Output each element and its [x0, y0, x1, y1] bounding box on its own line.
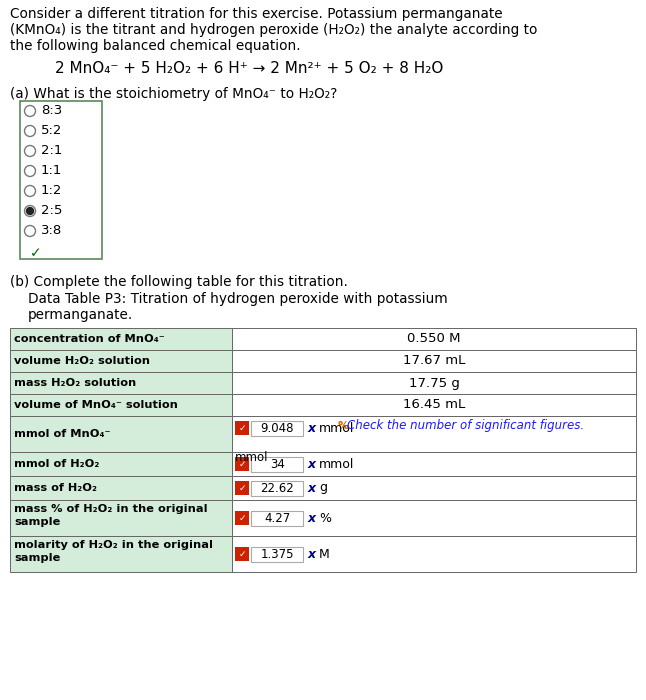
Text: 22.62: 22.62: [260, 482, 294, 494]
Text: Data Table P3: Titration of hydrogen peroxide with potassium: Data Table P3: Titration of hydrogen per…: [28, 292, 448, 306]
Text: 17.75 g: 17.75 g: [409, 377, 459, 389]
FancyBboxPatch shape: [251, 421, 303, 435]
Text: mmol of H₂O₂: mmol of H₂O₂: [14, 459, 99, 469]
Text: ✓: ✓: [238, 424, 246, 433]
Text: g: g: [319, 482, 328, 494]
Text: 9.048: 9.048: [260, 421, 294, 435]
Bar: [10, 476, 232, 500]
Text: 5:2: 5:2: [41, 125, 63, 137]
Text: sample: sample: [14, 553, 60, 563]
Bar: [10, 452, 232, 476]
Bar: [10, 536, 232, 572]
Text: 3:8: 3:8: [41, 225, 62, 237]
Text: ✓: ✓: [238, 550, 246, 559]
Circle shape: [25, 165, 36, 176]
Bar: [232, 476, 636, 500]
Text: %: %: [319, 512, 331, 524]
Text: 2:5: 2:5: [41, 204, 63, 218]
Text: sample: sample: [14, 517, 60, 527]
Text: 34: 34: [270, 458, 285, 470]
Circle shape: [25, 146, 36, 157]
Bar: [232, 536, 636, 572]
Bar: [235, 547, 249, 561]
Text: permanganate.: permanganate.: [28, 308, 133, 322]
Text: 1.375: 1.375: [260, 547, 294, 561]
Text: mass of H₂O₂: mass of H₂O₂: [14, 483, 97, 493]
Text: 8:3: 8:3: [41, 104, 62, 118]
Bar: [232, 350, 636, 372]
Text: mmol: mmol: [319, 458, 355, 470]
Bar: [10, 328, 232, 350]
Text: the following balanced chemical equation.: the following balanced chemical equation…: [10, 39, 300, 53]
Text: 16.45 mL: 16.45 mL: [403, 398, 465, 412]
Circle shape: [25, 125, 36, 136]
Text: x: x: [307, 547, 315, 561]
Bar: [232, 500, 636, 536]
Text: 0.550 M: 0.550 M: [408, 332, 461, 346]
Text: ✓: ✓: [30, 246, 41, 260]
Text: (a) What is the stoichiometry of MnO₄⁻ to H₂O₂?: (a) What is the stoichiometry of MnO₄⁻ t…: [10, 87, 337, 101]
Text: mass % of H₂O₂ in the original: mass % of H₂O₂ in the original: [14, 504, 207, 514]
Text: ✓: ✓: [238, 484, 246, 493]
Circle shape: [25, 186, 36, 197]
Bar: [232, 328, 636, 350]
Text: 2 MnO₄⁻ + 5 H₂O₂ + 6 H⁺ → 2 Mn²⁺ + 5 O₂ + 8 H₂O: 2 MnO₄⁻ + 5 H₂O₂ + 6 H⁺ → 2 Mn²⁺ + 5 O₂ …: [55, 61, 443, 76]
Text: Consider a different titration for this exercise. Potassium permanganate: Consider a different titration for this …: [10, 7, 503, 21]
Circle shape: [25, 106, 36, 116]
FancyBboxPatch shape: [251, 510, 303, 526]
Text: ✓: ✓: [238, 459, 246, 468]
Bar: [232, 452, 636, 476]
Text: mmol of MnO₄⁻: mmol of MnO₄⁻: [14, 429, 110, 439]
Circle shape: [25, 225, 36, 237]
Text: x: x: [307, 458, 315, 470]
Bar: [10, 416, 232, 452]
Text: M: M: [319, 547, 330, 561]
Text: mass H₂O₂ solution: mass H₂O₂ solution: [14, 378, 136, 388]
Bar: [20, 101, 102, 259]
Bar: [232, 372, 636, 394]
Text: %: %: [337, 421, 348, 431]
Text: volume H₂O₂ solution: volume H₂O₂ solution: [14, 356, 150, 366]
Text: Check the number of significant figures.: Check the number of significant figures.: [348, 419, 585, 433]
Text: mmol: mmol: [235, 451, 269, 464]
Bar: [10, 500, 232, 536]
Circle shape: [26, 207, 34, 214]
Bar: [235, 457, 249, 471]
Circle shape: [25, 206, 36, 216]
Text: x: x: [307, 421, 315, 435]
Bar: [10, 394, 232, 416]
Text: x: x: [307, 482, 315, 494]
Text: ✓: ✓: [238, 514, 246, 522]
Bar: [10, 372, 232, 394]
FancyBboxPatch shape: [251, 547, 303, 561]
Text: 4.27: 4.27: [264, 512, 290, 524]
Text: (KMnO₄) is the titrant and hydrogen peroxide (H₂O₂) the analyte according to: (KMnO₄) is the titrant and hydrogen pero…: [10, 23, 537, 37]
Bar: [235, 421, 249, 435]
Bar: [232, 394, 636, 416]
Bar: [232, 416, 636, 452]
Text: mmol: mmol: [319, 421, 355, 435]
Text: 2:1: 2:1: [41, 144, 63, 158]
Text: 1:1: 1:1: [41, 164, 63, 178]
Bar: [10, 350, 232, 372]
Text: (b) Complete the following table for this titration.: (b) Complete the following table for thi…: [10, 275, 348, 289]
Bar: [235, 511, 249, 525]
Text: 17.67 mL: 17.67 mL: [403, 354, 465, 368]
Text: 1:2: 1:2: [41, 185, 63, 197]
Bar: [235, 481, 249, 495]
Text: x: x: [307, 512, 315, 524]
Text: concentration of MnO₄⁻: concentration of MnO₄⁻: [14, 334, 165, 344]
Text: volume of MnO₄⁻ solution: volume of MnO₄⁻ solution: [14, 400, 178, 410]
FancyBboxPatch shape: [251, 456, 303, 472]
Text: molarity of H₂O₂ in the original: molarity of H₂O₂ in the original: [14, 540, 213, 550]
FancyBboxPatch shape: [251, 480, 303, 496]
